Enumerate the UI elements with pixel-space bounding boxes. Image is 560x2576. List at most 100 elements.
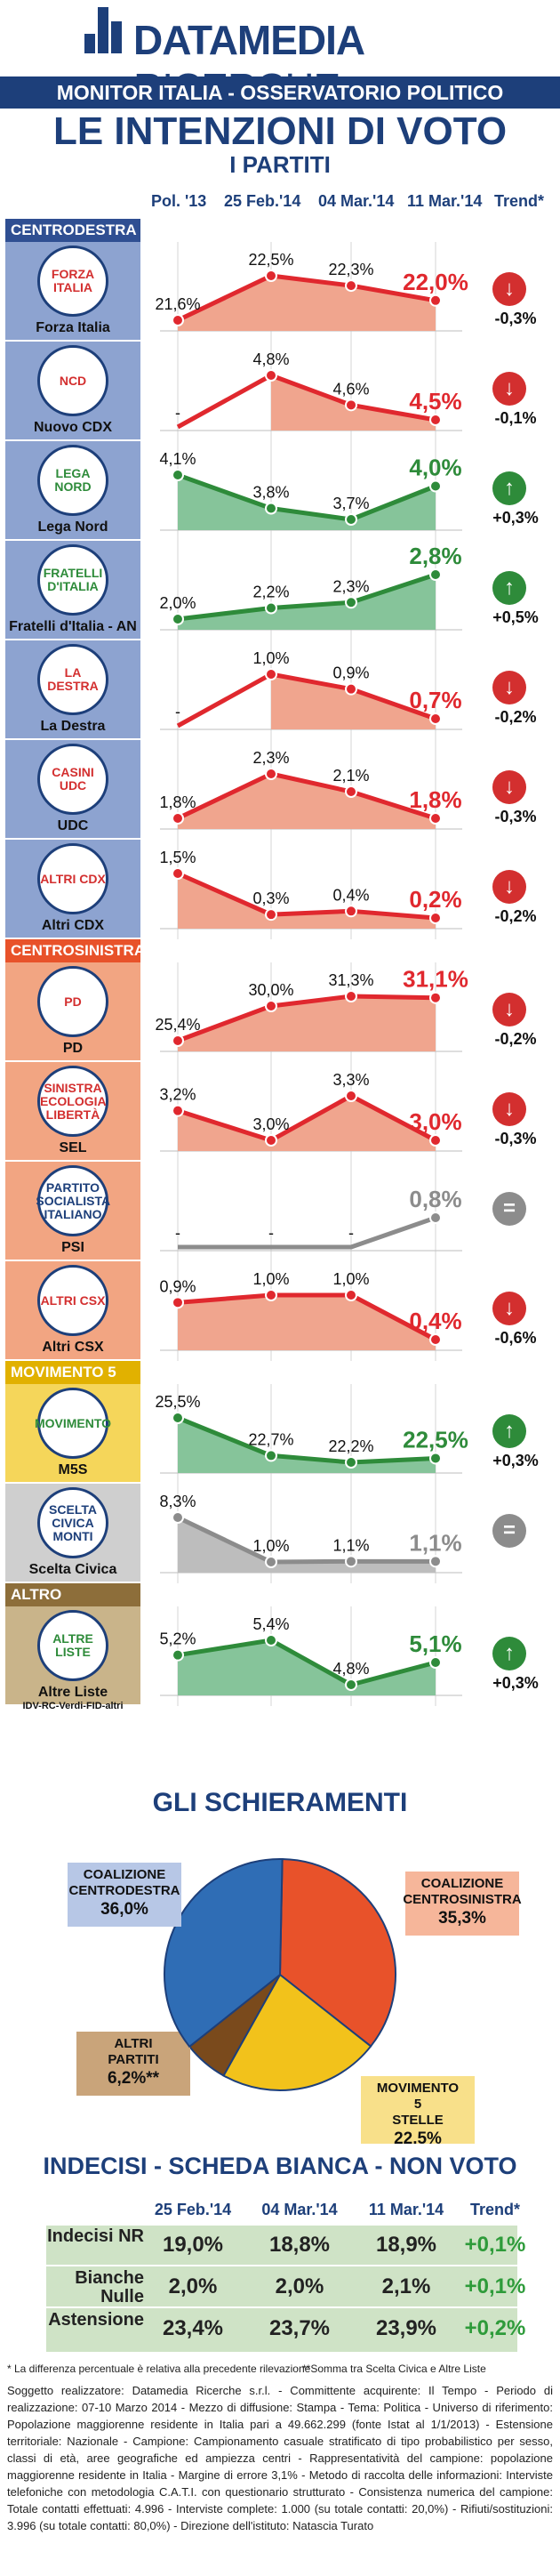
col-head-04mar: 04 Mar.'14: [318, 192, 395, 210]
party-logo-icon: SINISTRA ECOLOGIA LIBERTÀ: [37, 1066, 108, 1137]
data-point: [345, 279, 357, 293]
trend-down-arrow-icon: ↓: [492, 1092, 526, 1126]
data-label: 2,3%: [332, 577, 369, 595]
pie-label-box: [76, 2032, 190, 2096]
data-label: 31,1%: [403, 966, 468, 993]
data-label: 0,4%: [409, 1308, 461, 1334]
trend-value: -0,2%: [494, 1030, 537, 1048]
pie-label-box: [405, 1872, 519, 1936]
data-label: -: [175, 404, 180, 422]
party-line-chart: 1,8% 2,3% 2,1% 1,8%: [159, 740, 462, 840]
data-point: [345, 1678, 357, 1691]
party-logo-icon: ALTRI CSX: [37, 1265, 108, 1336]
area-fill: [271, 674, 436, 729]
data-label: 1,5%: [159, 849, 196, 866]
party-logo-icon: ALTRI CDX: [37, 843, 108, 914]
party-line-chart: 5,2% 5,4% 4,8% 5,1%: [159, 1606, 462, 1706]
data-point: [265, 502, 277, 515]
data-point: [265, 908, 277, 922]
trend-value: -0,3%: [494, 1130, 537, 1147]
data-label: 2,8%: [409, 543, 461, 569]
data-label: -: [175, 1224, 180, 1242]
area-fill: [178, 873, 436, 929]
trend-down-arrow-icon: ↓: [492, 372, 526, 406]
subtitle-bar: MONITOR ITALIA - OSSERVATORIO POLITICO: [0, 76, 560, 109]
party-logo-icon: CASINI UDC: [37, 744, 108, 815]
party-name: Lega Nord: [37, 519, 108, 535]
data-label: 4,8%: [252, 350, 289, 368]
pie-label-name: STELLE: [392, 2113, 444, 2128]
data-point: [345, 1555, 357, 1568]
data-label: 5,2%: [159, 1630, 196, 1648]
ud-cell: 2,0%: [168, 2274, 218, 2298]
party-name: PSI: [61, 1240, 84, 1255]
trend-down-arrow-icon: ↓: [492, 1292, 526, 1325]
data-label: 5,4%: [252, 1615, 289, 1633]
party-name: Altri CSX: [42, 1340, 104, 1355]
data-point: [265, 1289, 277, 1301]
area-fill: [178, 1418, 436, 1473]
data-label: 3,8%: [252, 484, 289, 502]
trend-down-arrow-icon: ↓: [492, 272, 526, 306]
data-label: 2,2%: [252, 584, 289, 601]
data-label: 22,3%: [328, 261, 373, 278]
ud-cell: 2,1%: [381, 2274, 431, 2298]
brand-bars-icon: [84, 7, 129, 53]
data-point: [345, 513, 357, 526]
party-logo-icon: LA DESTRA: [37, 644, 108, 715]
pie-label-box: [361, 2076, 475, 2144]
trend-value: +0,3%: [492, 509, 539, 527]
data-point: [172, 314, 184, 326]
ud-row-label: Astensione: [48, 2310, 144, 2330]
data-label: 22,2%: [328, 1437, 373, 1455]
undecided-table: 25 Feb.'14 04 Mar.'14 11 Mar.'14 Trend* Ind…: [46, 2195, 525, 2352]
section-label-centrodestra: CENTRODESTRA: [5, 219, 140, 242]
data-label: -: [268, 1224, 274, 1242]
data-point: [265, 601, 277, 615]
data-point: [429, 1656, 442, 1669]
data-label: 8,3%: [159, 1493, 196, 1510]
data-point: [429, 1212, 442, 1224]
data-point: [429, 414, 442, 426]
trend-down-arrow-icon: ↓: [492, 671, 526, 704]
section-label-m5s: MOVIMENTO 5 STELLE: [5, 1361, 140, 1404]
ud-col-head: 04 Mar.'14: [261, 2201, 338, 2218]
data-point: [429, 912, 442, 924]
data-point: [345, 785, 357, 798]
data-label: 0,2%: [409, 886, 461, 913]
trend-up-arrow-icon: ↑: [492, 1637, 526, 1670]
data-point: [265, 1449, 277, 1462]
trend-value: -0,3%: [494, 310, 537, 327]
data-point: [429, 1134, 442, 1147]
trend-down-arrow-icon: ↓: [492, 993, 526, 1026]
ud-cell: 18,8%: [268, 2233, 331, 2257]
ud-cell: 23,9%: [375, 2316, 437, 2340]
data-point: [265, 1134, 277, 1147]
party-line-chart: 2,0% 2,2% 2,3% 2,8%: [159, 541, 462, 640]
pie-chart: COALIZIONECENTROSINISTRA35,3%MOVIMENTO5S…: [68, 1858, 522, 2144]
data-label: 0,4%: [332, 886, 369, 904]
data-label: 30,0%: [248, 981, 293, 999]
series-line: [176, 1515, 436, 1565]
ud-row: Bianche Nulle 2,0% 2,0% 2,1% +0,1%: [46, 2267, 525, 2308]
data-label: 0,9%: [332, 664, 369, 682]
data-point: [172, 613, 184, 625]
data-label: 1,0%: [252, 1537, 289, 1555]
trend-value: -0,2%: [494, 708, 537, 726]
data-label: 1,8%: [409, 786, 461, 813]
data-point: [172, 867, 184, 880]
data-label: 4,0%: [409, 455, 461, 481]
data-point: [172, 1412, 184, 1424]
data-point: [429, 568, 442, 581]
data-point: [172, 812, 184, 825]
party-line-chart: - - - 0,8%: [160, 1162, 462, 1261]
ud-trend: +0,1%: [464, 2274, 526, 2298]
area-fill: [178, 996, 436, 1051]
series-line: [176, 273, 436, 323]
data-label: 2,1%: [332, 767, 369, 785]
party-sub: IDV-RC-Verdi-FID-altri: [22, 1701, 124, 1711]
data-label: 5,1%: [409, 1630, 461, 1657]
section-label-altro: ALTRO: [5, 1583, 140, 1606]
party-name: Fratelli d'Italia - AN: [9, 619, 137, 634]
pie-slice: [222, 1973, 372, 2091]
